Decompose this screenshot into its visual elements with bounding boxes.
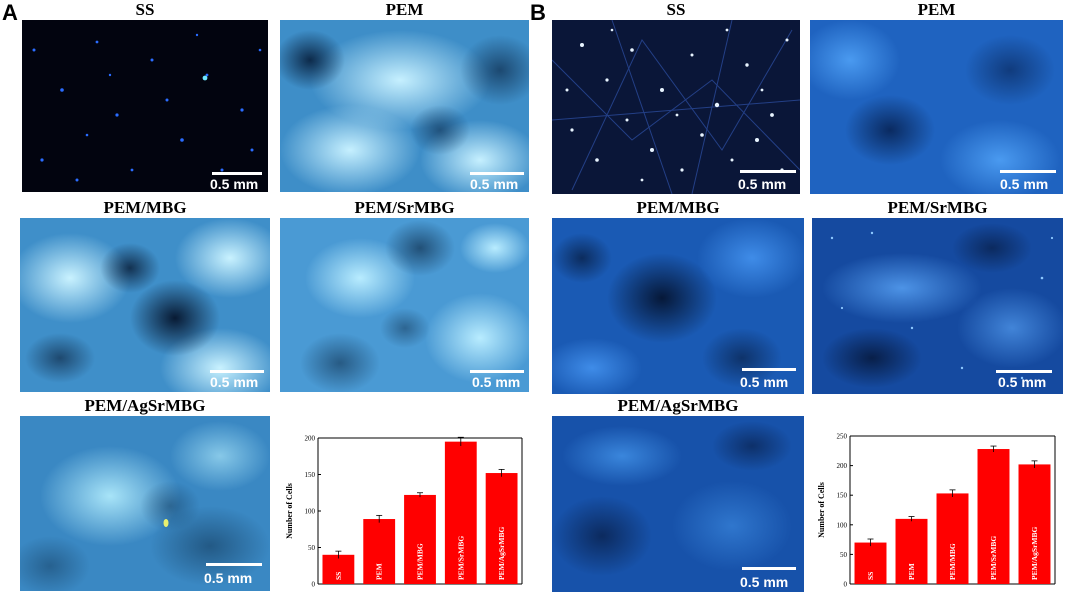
chart-b-y-tick-label: 100 bbox=[837, 521, 848, 529]
chart-a-bar bbox=[363, 519, 396, 584]
chart-b-category-label: PEM/AgSrMBG bbox=[1030, 527, 1039, 580]
chart-a-category-label: PEM/MBG bbox=[416, 543, 425, 580]
scale-label-b-ss: 0.5 mm bbox=[738, 176, 787, 192]
micrograph-a-pem-mbg bbox=[20, 218, 270, 392]
chart-a-category-label: PEM bbox=[375, 563, 384, 580]
micrograph-a-pem-srmbg bbox=[280, 218, 529, 392]
scale-label-b-pem: 0.5 mm bbox=[1000, 176, 1049, 192]
image-title-b-pem-mbg: PEM/MBG bbox=[636, 198, 720, 217]
micrograph-a-ss bbox=[22, 20, 268, 192]
chart-b-y-tick-label: 0 bbox=[844, 581, 848, 589]
scale-label-b-pem-mbg: 0.5 mm bbox=[740, 374, 789, 390]
chart-b-y-axis-label: Number of Cells bbox=[817, 482, 826, 538]
scale-bar-b-pem bbox=[1000, 170, 1056, 173]
image-title-a-pem-srmbg: PEM/SrMBG bbox=[354, 198, 455, 217]
image-title-a-pem: PEM bbox=[385, 0, 424, 19]
scale-label-a-pem-mbg: 0.5 mm bbox=[210, 374, 259, 390]
scale-bar-a-ss bbox=[212, 172, 262, 175]
scale-label-b-pem-srmbg: 0.5 mm bbox=[998, 374, 1047, 390]
scale-label-a-pem-agsrmbg: 0.5 mm bbox=[204, 570, 253, 586]
chart-b-bar bbox=[854, 542, 887, 584]
chart-b-y-tick-label: 50 bbox=[840, 551, 848, 559]
image-title-b-pem-agsrmbg: PEM/AgSrMBG bbox=[617, 396, 739, 415]
scale-bar-b-pem-srmbg bbox=[996, 370, 1052, 373]
image-title-a-pem-agsrmbg: PEM/AgSrMBG bbox=[84, 396, 206, 415]
chart-a-y-tick-label: 100 bbox=[305, 508, 316, 516]
scale-bar-a-pem bbox=[470, 172, 524, 175]
chart-a-bar bbox=[485, 473, 518, 584]
image-title-b-pem: PEM bbox=[917, 0, 956, 19]
scale-label-a-pem-srmbg: 0.5 mm bbox=[472, 374, 521, 390]
bar-chart-b-svg: 0 50 100 150 200 250 Number of Cells SS PEM PEM/M… bbox=[817, 433, 1056, 589]
chart-a-y-tick-label: 0 bbox=[312, 581, 316, 589]
chart-a-y-tick-label: 50 bbox=[308, 544, 316, 552]
micrograph-b-ss bbox=[552, 20, 800, 194]
chart-a-bar bbox=[322, 554, 355, 584]
chart-b-y-tick-label: 250 bbox=[837, 433, 848, 441]
chart-b-bar bbox=[936, 493, 969, 584]
chart-b-category-label: SS bbox=[866, 572, 875, 580]
chart-a-y-axis-label: Number of Cells bbox=[285, 483, 294, 539]
scale-label-a-pem: 0.5 mm bbox=[470, 176, 519, 192]
panel-letter-a: A bbox=[2, 0, 18, 25]
chart-b-category-label: PEM/SrMBG bbox=[989, 536, 998, 580]
chart-b-y-tick-label: 150 bbox=[837, 492, 848, 500]
chart-a-y-tick-label: 200 bbox=[305, 435, 316, 443]
scale-bar-b-pem-agsrmbg bbox=[742, 567, 796, 570]
bar-chart-b: 0 50 100 150 200 250 Number of Cells SS PEM PEM/M… bbox=[812, 416, 1063, 592]
micrograph-b-pem-agsrmbg bbox=[552, 416, 804, 592]
scale-bar-b-ss bbox=[740, 170, 796, 173]
scale-bar-a-pem-agsrmbg bbox=[206, 563, 262, 566]
chart-a-y-tick-label: 150 bbox=[305, 471, 316, 479]
chart-a-category-label: PEM/AgSrMBG bbox=[497, 527, 506, 580]
micrograph-a-pem-agsrmbg bbox=[20, 416, 270, 591]
image-title-a-ss: SS bbox=[135, 0, 155, 19]
bar-chart-a: 0 50 100 150 200 Number of Cells SS PEM PEM/MBG P… bbox=[280, 418, 530, 592]
chart-a-category-label: SS bbox=[334, 572, 343, 580]
scale-label-a-ss: 0.5 mm bbox=[210, 176, 259, 192]
chart-a-bar bbox=[444, 441, 477, 584]
chart-b-y-tick-label: 200 bbox=[837, 462, 848, 470]
chart-b-category-label: PEM bbox=[907, 563, 916, 580]
chart-b-bar bbox=[895, 518, 928, 584]
micrograph-b-pem-srmbg bbox=[812, 218, 1063, 394]
scale-bar-a-pem-mbg bbox=[210, 370, 264, 373]
image-title-b-pem-srmbg: PEM/SrMBG bbox=[887, 198, 988, 217]
scale-bar-a-pem-srmbg bbox=[470, 370, 524, 373]
chart-b-bar bbox=[977, 449, 1010, 584]
scale-label-b-pem-agsrmbg: 0.5 mm bbox=[740, 574, 789, 590]
scale-bar-b-pem-mbg bbox=[742, 368, 796, 371]
micrograph-b-pem-mbg bbox=[552, 218, 804, 394]
image-title-a-pem-mbg: PEM/MBG bbox=[103, 198, 187, 217]
micrograph-a-pem bbox=[280, 20, 529, 192]
chart-b-bar bbox=[1018, 464, 1051, 584]
chart-a-category-label: PEM/SrMBG bbox=[456, 536, 465, 580]
micrograph-b-pem bbox=[810, 20, 1063, 194]
image-title-b-ss: SS bbox=[666, 0, 686, 19]
chart-b-category-label: PEM/MBG bbox=[948, 543, 957, 580]
bar-chart-a-svg: 0 50 100 150 200 Number of Cells SS PEM PEM/MBG P… bbox=[285, 435, 523, 589]
chart-a-bar bbox=[404, 494, 436, 584]
panel-letter-b: B bbox=[530, 0, 546, 25]
